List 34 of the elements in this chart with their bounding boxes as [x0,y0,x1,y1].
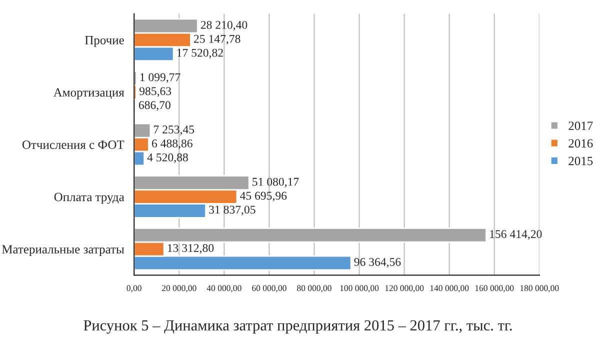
x-tick-label: 60 000,00 [252,285,286,292]
x-tick-label: 20 000,00 [162,285,196,292]
x-tick-label: 0,00 [126,285,142,292]
data-label: 1 099,77 [140,73,180,83]
data-label: 25 147,78 [194,34,240,45]
data-label: 686,70 [138,101,170,111]
data-label: 985,63 [139,87,172,97]
y-tick-label: Оплата труда [54,192,124,204]
y-tick-label: Материальные затраты [2,245,124,256]
legend-label: 2015 [568,156,593,166]
data-label: 51 080,17 [252,178,299,188]
x-tick-label: 160 000,00 [475,285,514,292]
data-label: 7 253,45 [154,126,194,136]
x-tick-label: 100 000,00 [340,285,379,292]
y-tick-label: Амортизация [53,88,124,100]
data-label: 31 837,05 [209,206,256,216]
y-tick-label: Отчисления с ФОТ [22,140,124,149]
x-tick-label: 120 000,00 [385,285,424,292]
x-tick-label: 140 000,00 [430,285,469,292]
data-label: 17 520,82 [177,48,223,58]
data-label: 4 520,88 [147,153,188,164]
data-label: 45 695,96 [240,192,287,202]
data-label: 28 210,40 [200,20,248,31]
y-tick-label: Прочие [85,36,124,47]
x-tick-label: 80 000,00 [297,285,332,292]
text: Рисунок 5 – Динамика затрат предприятия 2015 – 2017 гг., тыс. тг. [84,320,512,334]
data-label: 156 414,20 [490,230,542,240]
legend-label: 2017 [568,122,593,130]
data-label: 6 488,86 [152,139,192,150]
x-tick-label: 40 000,00 [206,285,242,292]
data-label: 13 312,80 [168,244,214,254]
legend-label: 2016 [568,139,593,148]
data-label: 96 364,56 [354,258,401,268]
x-tick-label: 180 000,00 [520,285,559,292]
